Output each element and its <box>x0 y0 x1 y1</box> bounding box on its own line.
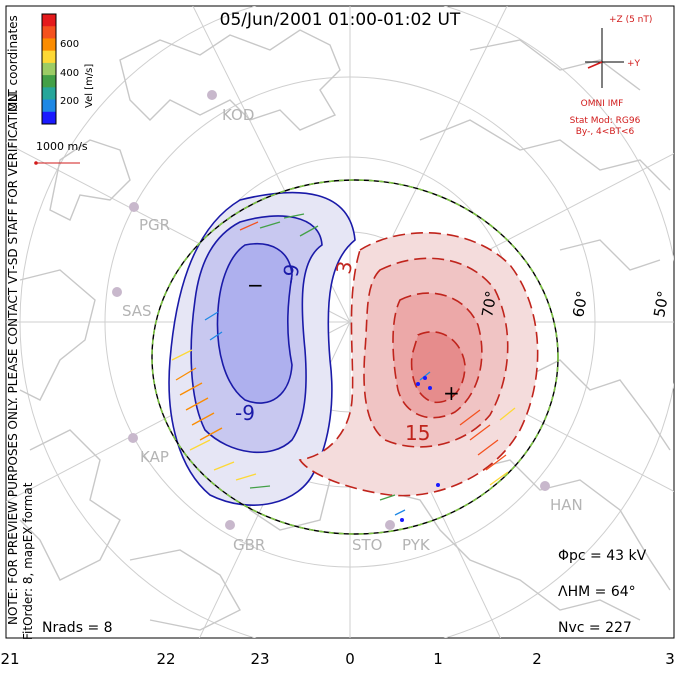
mlt-axis-label: 2 <box>532 650 542 668</box>
latitude-label: 60° <box>569 289 591 318</box>
fit-order-note: FitOrder: 8, mapEX format <box>21 482 35 640</box>
radar-count: Nrads = 8 <box>42 620 113 636</box>
mlt-axis-label: 0 <box>345 650 355 668</box>
preview-note: NOTE: FOR PREVIEW PURPOSES ONLY. PLEASE … <box>6 89 20 625</box>
negative-convection-cell <box>168 191 356 506</box>
station-label: PYK <box>402 536 431 554</box>
potential-minimum-marker: − <box>247 273 264 297</box>
scale-vector-label: 1000 m/s <box>36 140 88 153</box>
stat-model: Stat Mod: RG96 <box>570 116 641 126</box>
coastlines <box>19 29 671 631</box>
map-title: 05/Jun/2001 01:00-01:02 UT <box>220 10 461 30</box>
colorbar-segment <box>42 38 56 52</box>
positive-convection-cell <box>298 232 539 497</box>
station-label: PGR <box>139 216 170 234</box>
contour-label: 15 <box>405 421 430 445</box>
station-label: GBR <box>233 536 265 554</box>
contour-label: 3 <box>331 259 357 276</box>
colorbar-segment <box>42 99 56 113</box>
station-label: KAP <box>140 448 169 466</box>
coordinate-system-label: MLT coordinates <box>6 15 20 112</box>
hm-boundary-latitude: ΛHM = 64° <box>558 584 636 600</box>
imf-z-label: +Z (5 nT) <box>609 15 652 25</box>
imf-condition: By-, 4<BT<6 <box>576 127 635 137</box>
colorbar-tick: 600 <box>60 39 79 50</box>
colorbar-segment <box>42 87 56 101</box>
colorbar-tick: 200 <box>60 96 79 107</box>
contour-label: -9 <box>277 262 304 286</box>
colorbar-segment <box>42 111 56 125</box>
heppner-maynard-boundary <box>151 179 559 535</box>
mlt-axis-label: 22 <box>156 650 175 668</box>
colorbar-label: Vel [m/s] <box>84 64 95 108</box>
velocity-vectors <box>171 213 516 522</box>
colorbar-segment <box>42 26 56 39</box>
station-markers <box>112 90 550 530</box>
colorbar-segment <box>42 75 56 88</box>
mlt-axis-label: 1 <box>433 650 443 668</box>
station-label: STO <box>352 536 383 554</box>
imf-source: OMNI IMF <box>581 99 624 109</box>
imf-y-label: +Y <box>627 59 641 69</box>
imf-clock-dial <box>585 28 624 88</box>
cross-polar-potential: Φpc = 43 kV <box>558 548 647 564</box>
station-label: HAN <box>550 496 583 514</box>
mlt-axis-label: 23 <box>250 650 269 668</box>
colorbar-segment <box>42 62 56 76</box>
station-label: KOD <box>222 106 254 124</box>
potential-maximum-marker: + <box>443 381 460 405</box>
latitude-label: 50° <box>650 289 672 318</box>
latitude-label: 70° <box>478 289 500 318</box>
velocity-colorbar <box>41 13 57 125</box>
mlt-axis-label: 3 <box>665 650 675 668</box>
colorbar-frame <box>41 13 57 125</box>
colorbar-segment <box>42 50 56 64</box>
contour-label: -9 <box>235 401 255 425</box>
colorbar-tick: 400 <box>60 68 79 79</box>
vector-count: Nvc = 227 <box>558 620 632 636</box>
station-label: SAS <box>122 302 152 320</box>
colorbar-segment <box>42 14 56 27</box>
mlt-axis-label: 21 <box>0 650 19 668</box>
scale-vector-origin <box>34 161 38 165</box>
